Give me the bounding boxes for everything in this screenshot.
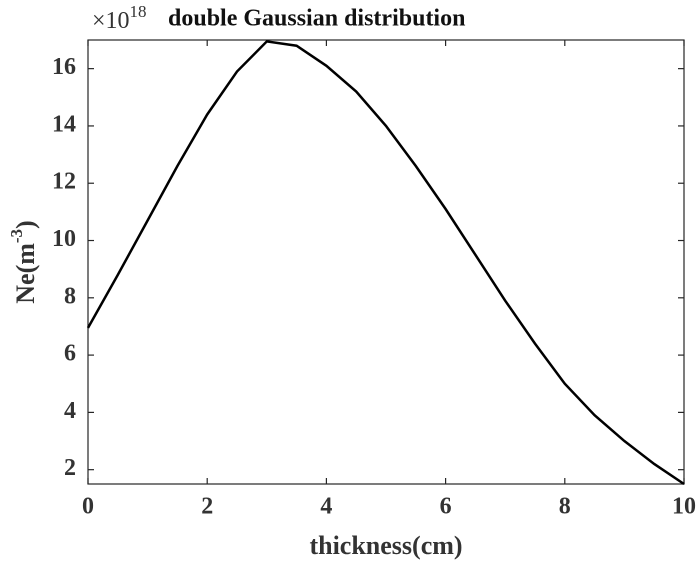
data-line xyxy=(86,40,685,486)
y-axis-label: Ne(m-3) xyxy=(7,220,40,303)
y-tick-label: 10 xyxy=(52,226,76,252)
x-tick-label: 4 xyxy=(320,494,332,520)
y-tick-label: 4 xyxy=(64,398,76,424)
x-axis-label: thickness(cm) xyxy=(309,531,462,560)
y-tick-label: 6 xyxy=(64,341,76,367)
x-tick-label: 8 xyxy=(559,494,571,520)
y-multiplier: ×1018 xyxy=(92,2,147,34)
x-tick-label: 2 xyxy=(201,494,213,520)
y-tick-label: 14 xyxy=(52,111,76,137)
y-label-sup: -3 xyxy=(7,229,26,243)
x-tick-label: 0 xyxy=(82,494,94,520)
plot-frame xyxy=(87,39,685,485)
y-tick-label: 16 xyxy=(52,54,76,80)
y-label-text: Ne(m xyxy=(11,243,40,304)
y-tick-label: 12 xyxy=(52,169,76,195)
y-tick-label: 2 xyxy=(64,455,76,481)
y-tick-label: 8 xyxy=(64,283,76,309)
chart-title: double Gaussian distribution xyxy=(168,6,465,32)
multiplier-power: 18 xyxy=(130,2,147,21)
multiplier-base: ×10 xyxy=(92,8,130,34)
y-label-end: ) xyxy=(11,220,40,229)
x-tick-label: 6 xyxy=(440,494,452,520)
x-tick-label: 10 xyxy=(672,494,696,520)
